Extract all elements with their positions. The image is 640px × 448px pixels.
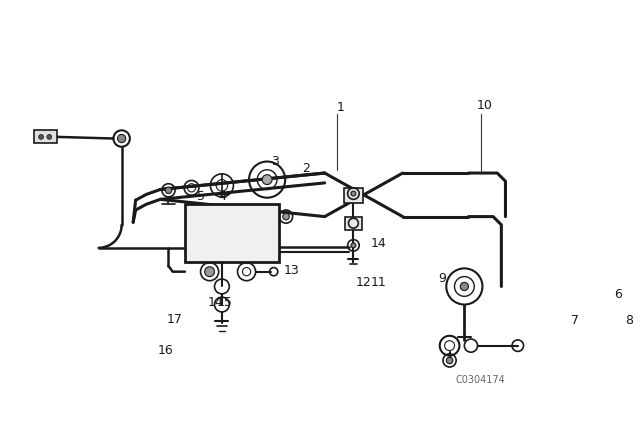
Text: 11: 11 (370, 276, 386, 289)
Text: 14: 14 (207, 297, 223, 310)
Circle shape (38, 134, 44, 139)
Circle shape (165, 187, 172, 194)
Text: 3: 3 (271, 155, 279, 168)
Circle shape (262, 175, 272, 185)
Circle shape (460, 282, 468, 291)
Text: 1: 1 (337, 101, 345, 114)
Text: C0304174: C0304174 (456, 375, 506, 385)
Text: 2: 2 (302, 162, 310, 175)
Text: 14: 14 (370, 237, 386, 250)
Text: 12: 12 (355, 276, 371, 289)
Circle shape (205, 267, 214, 276)
Text: 8: 8 (625, 314, 634, 327)
Text: 16: 16 (158, 344, 174, 357)
Circle shape (446, 357, 453, 364)
Circle shape (351, 191, 356, 196)
Text: 4: 4 (218, 190, 226, 202)
Text: 13: 13 (284, 263, 300, 276)
Circle shape (283, 213, 289, 220)
Bar (34, 130, 57, 143)
Text: 5: 5 (197, 190, 205, 202)
Bar (344, 188, 364, 202)
Text: 10: 10 (477, 99, 493, 112)
Circle shape (47, 134, 52, 139)
Text: 7: 7 (572, 314, 579, 327)
Bar (185, 204, 280, 262)
Circle shape (351, 243, 356, 248)
Bar (345, 216, 362, 230)
Text: 17: 17 (166, 313, 182, 326)
Circle shape (118, 134, 125, 142)
Text: 6: 6 (614, 288, 622, 301)
Text: 15: 15 (216, 297, 232, 310)
Text: 9: 9 (438, 272, 446, 285)
